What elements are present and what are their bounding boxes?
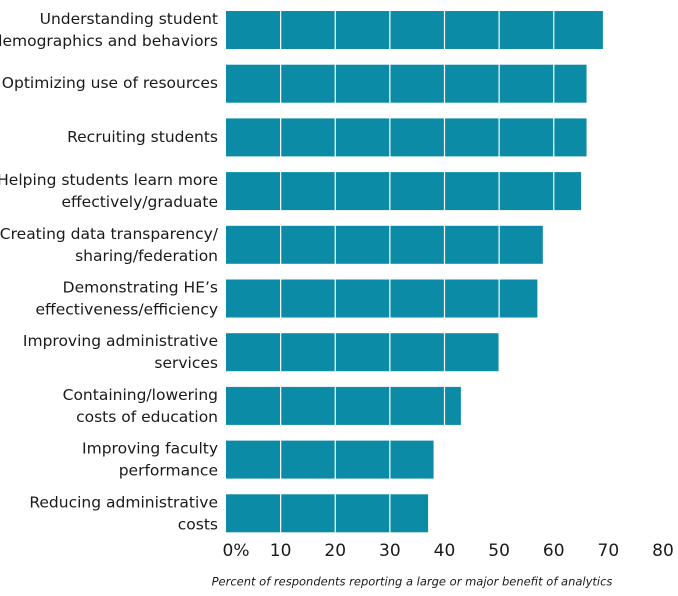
bar	[226, 225, 543, 264]
x-tick-label: 50	[488, 541, 510, 561]
y-tick-label: Improving administrative services	[23, 332, 218, 372]
x-tick-label: 60	[543, 541, 565, 561]
y-tick-label: Containing/lowering costs of education	[63, 385, 218, 425]
y-tick-label: Recruiting students	[67, 128, 218, 146]
bar	[226, 172, 582, 211]
x-axis-title: Percent of respondents reporting a large…	[212, 575, 613, 589]
bar	[226, 440, 434, 479]
y-tick-label: Improving faculty performance	[82, 439, 218, 479]
y-tick-label: Helping students learn more effectively/g…	[0, 171, 218, 211]
y-tick-label: Understanding student demographics and be…	[0, 10, 218, 50]
x-tick-label: 20	[324, 541, 346, 561]
y-tick-label: Reducing administrative costs	[29, 493, 218, 533]
x-tick-label: 10	[270, 541, 292, 561]
x-tick-label: 70	[598, 541, 620, 561]
bar	[226, 118, 587, 157]
x-tick-label: 80	[652, 541, 674, 561]
bar	[226, 386, 461, 425]
bar	[226, 333, 500, 372]
x-tick-label: 30	[379, 541, 401, 561]
bar	[226, 64, 587, 103]
y-tick-label: Optimizing use of resources	[2, 74, 218, 92]
bar	[226, 279, 538, 318]
bar	[226, 494, 429, 533]
x-tick-label: 0%	[223, 541, 250, 561]
x-tick-label: 40	[434, 541, 456, 561]
y-tick-label: Creating data transparency/sharing/feder…	[0, 224, 219, 264]
bar	[226, 11, 603, 49]
y-tick-label: Demonstrating HE’s effectiveness/efficien…	[35, 278, 218, 318]
